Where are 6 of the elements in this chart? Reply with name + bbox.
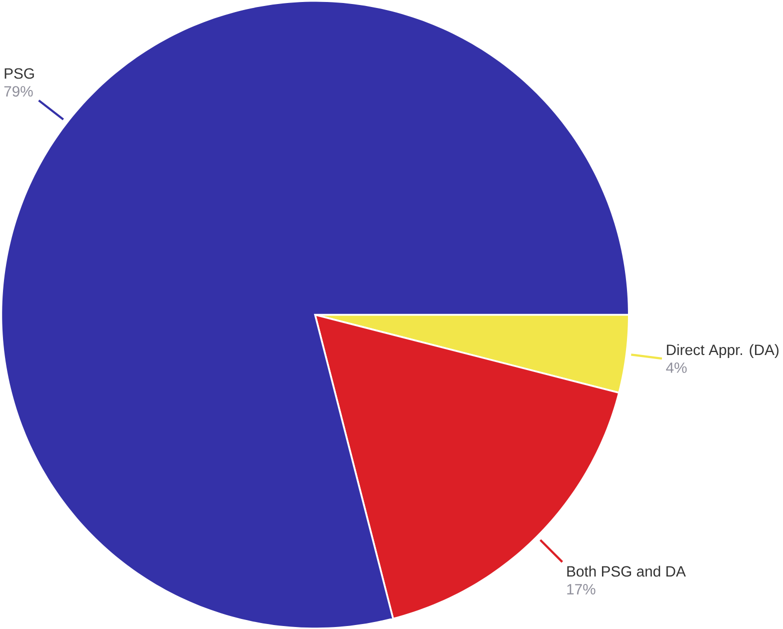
- slice-label: Direct Appr. (DA): [666, 344, 778, 358]
- data-label: 79%: [4, 86, 33, 96]
- data-label: 4%: [666, 362, 687, 373]
- data-label: 17%: [567, 584, 596, 594]
- slice-label: PSG: [4, 68, 34, 79]
- slice-label: Both PSG and DA: [567, 566, 686, 576]
